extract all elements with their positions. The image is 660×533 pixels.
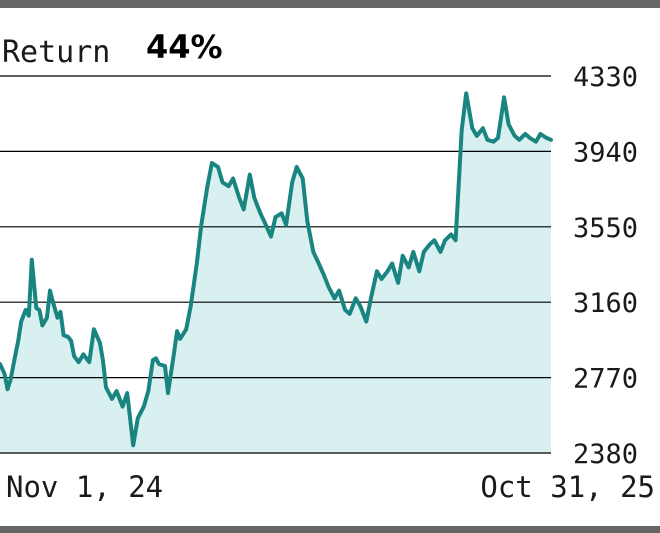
y-tick-label-3160: 3160 [573, 288, 638, 319]
y-tick-label-2770: 2770 [573, 364, 638, 395]
y-tick-label-4330: 4330 [573, 62, 638, 93]
plot-area: 2380 2770 3160 3550 3940 4330 [0, 62, 638, 470]
bottom-border [0, 526, 660, 533]
x-end-label: Oct 31, 25 [480, 470, 655, 504]
area-fill [0, 93, 551, 454]
y-tick-label-2380: 2380 [573, 439, 638, 470]
y-tick-label-3940: 3940 [573, 137, 638, 168]
y-tick-label-3550: 3550 [573, 213, 638, 244]
price-line [0, 91, 553, 448]
top-border [0, 0, 660, 8]
chart-title-value: 44% [146, 28, 223, 66]
x-start-label: Nov 1, 24 [6, 470, 163, 504]
chart-title-label: Return [2, 35, 110, 70]
